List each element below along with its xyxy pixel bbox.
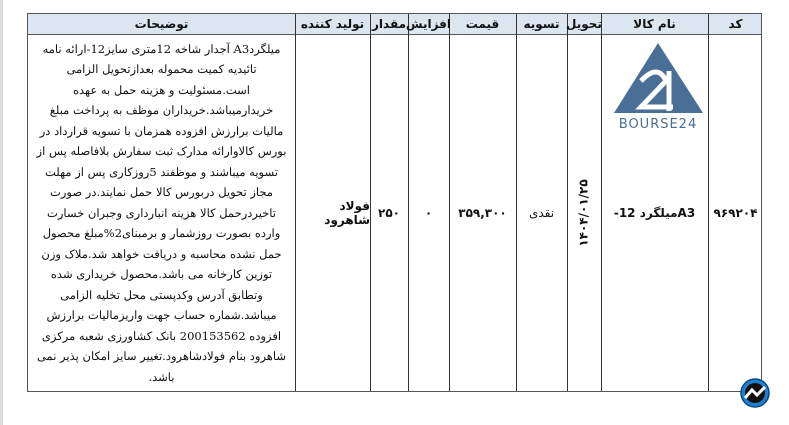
- header-description: توضیحات: [134, 17, 189, 31]
- column-divider: [295, 14, 296, 391]
- description-cell: میلگردA3 آجدار شاخه 12متری سایز12-ارائه …: [28, 35, 295, 391]
- header-code: کد: [728, 17, 743, 31]
- bourse24-logo: BOURSE24: [614, 43, 703, 131]
- header-name: نام کالا: [633, 17, 676, 31]
- delivery-date: ۱۴۰۴/۰۱/۲۵: [576, 179, 591, 247]
- column-divider: [408, 14, 409, 391]
- column-divider: [449, 14, 450, 391]
- header-settlement: تسویه: [523, 17, 560, 31]
- producer-cell: فولاد شاهرود: [324, 199, 370, 227]
- offer-table: توضیحات تولید کننده مقدار افزایش قیمت تس…: [27, 13, 762, 392]
- header-increase: افزایش: [405, 17, 452, 31]
- column-divider: [708, 14, 709, 391]
- column-divider: [370, 14, 371, 391]
- column-divider: [516, 14, 517, 391]
- description-text: میلگردA3 آجدار شاخه 12متری سایز12-ارائه …: [36, 41, 287, 384]
- header-producer: تولید کننده: [300, 17, 365, 31]
- table-header: [28, 14, 761, 35]
- column-divider: [601, 14, 602, 391]
- quantity-cell: ۲۵۰: [378, 206, 400, 220]
- increase-cell: ۰: [424, 206, 433, 220]
- header-delivery: تحویل: [566, 17, 602, 31]
- left-edge: [0, 0, 3, 425]
- name-cell: A3میلگرد 12-: [613, 206, 696, 220]
- header-quantity: مقدار: [371, 17, 407, 31]
- code-cell: ۹۶۹۲۰۴: [713, 206, 758, 220]
- delivery-cell: ۱۴۰۴/۰۱/۲۵: [567, 35, 601, 391]
- price-cell: ۳۵۹,۳۰۰: [458, 206, 507, 220]
- column-divider: [567, 14, 568, 391]
- header-price: قیمت: [465, 17, 500, 31]
- svg-text:BOURSE24: BOURSE24: [619, 117, 697, 131]
- settlement-cell: نقدی: [528, 206, 555, 220]
- trend-chart-icon[interactable]: [740, 378, 770, 408]
